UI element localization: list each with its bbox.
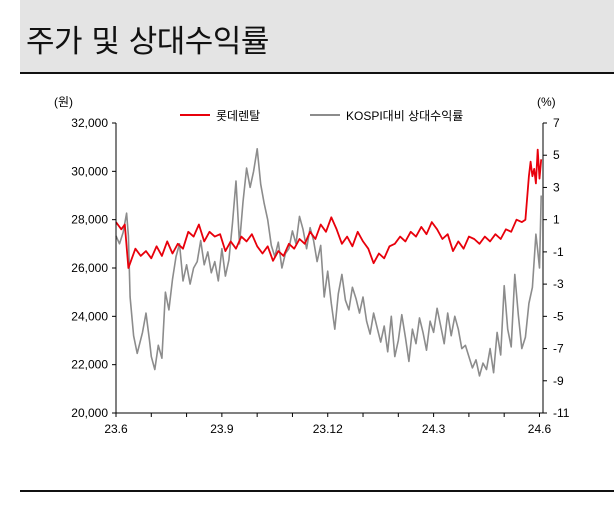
title-bar: 주가 및 상대수익률 [20, 0, 614, 74]
legend: 롯데렌탈 KOSPI대비 상대수익률 [180, 109, 463, 123]
x-tick-label: 23.6 [104, 422, 128, 436]
left-tick-label: 28,000 [71, 213, 108, 227]
right-tick-label: 1 [553, 213, 560, 227]
footer-rule [20, 490, 614, 492]
right-tick-label: -5 [553, 309, 564, 323]
left-tick-label: 20,000 [71, 406, 108, 420]
right-tick-label: 7 [553, 116, 560, 130]
x-tick-label: 24.6 [528, 422, 552, 436]
x-tick-label: 24.3 [422, 422, 446, 436]
left-axis-unit: (원) [54, 95, 73, 109]
legend-label-relative: KOSPI대비 상대수익률 [346, 109, 463, 123]
left-tick-label: 26,000 [71, 261, 108, 275]
right-tick-label: -9 [553, 374, 564, 388]
series-layer [115, 148, 543, 377]
right-tick-label: -7 [553, 342, 564, 356]
right-tick-label: 5 [553, 148, 560, 162]
stock-chart: 20,000 22,000 24,000 26,000 28,000 30,000 32,0… [54, 95, 570, 436]
right-axis-unit: (%) [537, 95, 556, 109]
axis-layer: 20,000 22,000 24,000 26,000 28,000 30,000 32,0… [71, 116, 569, 436]
left-tick-label: 32,000 [71, 116, 108, 130]
left-tick-label: 24,000 [71, 309, 108, 323]
x-tick-label: 23.9 [210, 422, 234, 436]
right-tick-label: -1 [553, 245, 564, 259]
x-tick-label: 23.12 [313, 422, 343, 436]
right-tick-label: 3 [553, 180, 560, 194]
left-tick-label: 30,000 [71, 164, 108, 178]
right-tick-label: -11 [553, 406, 570, 420]
right-tick-label: -3 [553, 277, 564, 291]
page-title: 주가 및 상대수익률 [26, 24, 269, 60]
series-line-relative [115, 148, 542, 377]
left-tick-label: 22,000 [71, 358, 108, 372]
series-line-lotte [115, 148, 543, 269]
legend-label-lotte: 롯데렌탈 [216, 109, 260, 123]
